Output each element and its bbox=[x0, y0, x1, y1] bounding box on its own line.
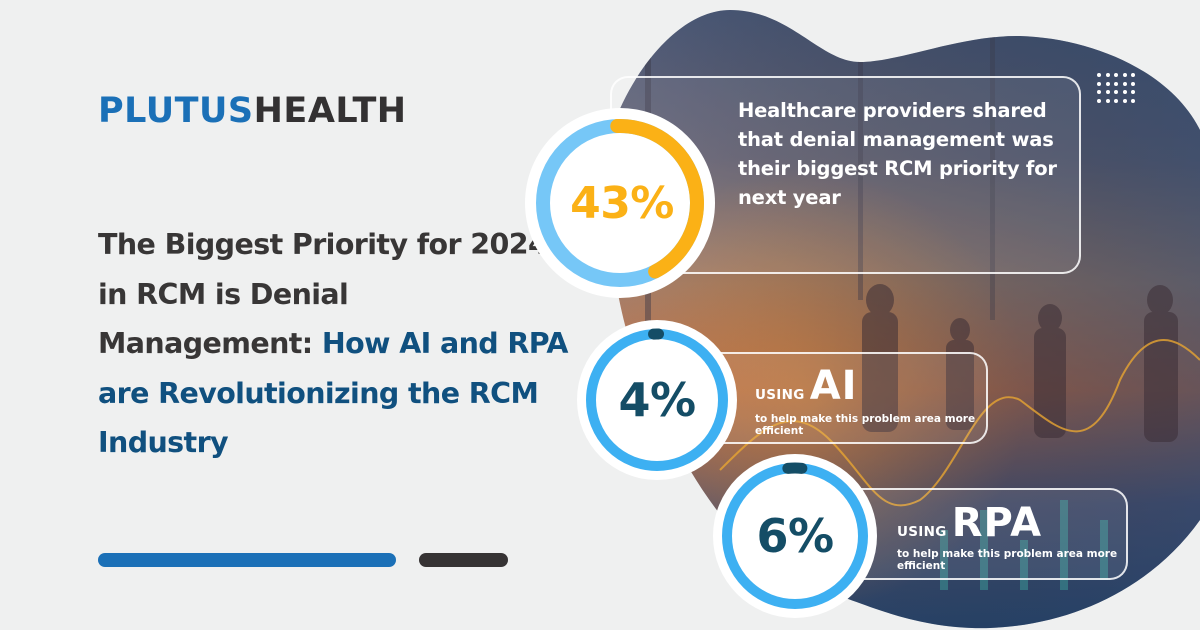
page-title: The Biggest Priority for 2024 in RCM is … bbox=[98, 220, 569, 468]
technology-label-ai: AI bbox=[809, 363, 858, 409]
donut-ring-icon bbox=[721, 462, 869, 610]
title-dark-part: The Biggest Priority for 2024 in RCM is … bbox=[98, 228, 548, 360]
decorative-bar-dark bbox=[419, 553, 508, 567]
title-blue-part: How AI and RPA are Revolutionizing the R… bbox=[98, 327, 569, 459]
using-label: USING bbox=[897, 524, 947, 540]
stat-value: 6% bbox=[756, 509, 834, 563]
logo-health: HEALTH bbox=[253, 91, 407, 131]
logo-plutus: PLUTUS bbox=[98, 91, 254, 131]
stat-value: 4% bbox=[618, 373, 696, 427]
dot-grid-icon bbox=[1097, 73, 1135, 103]
donut-chart-6: 6% bbox=[713, 454, 877, 618]
using-rpa-heading: USING RPA bbox=[897, 503, 1042, 543]
decorative-bar-blue bbox=[98, 553, 396, 567]
stat-card-ai bbox=[690, 352, 988, 444]
stat-value: 43% bbox=[570, 177, 674, 229]
donut-ring-icon bbox=[585, 328, 729, 472]
plutus-health-logo: PLUTUSHEALTH bbox=[98, 90, 407, 132]
technology-label-rpa: RPA bbox=[951, 500, 1043, 546]
donut-chart-43: 43% bbox=[525, 108, 715, 298]
stat-description-ai: to help make this problem area more effi… bbox=[755, 413, 976, 437]
using-label: USING bbox=[755, 387, 805, 403]
stat-description-denial: Healthcare providers shared that denial … bbox=[738, 99, 1057, 209]
donut-ring-icon bbox=[536, 118, 704, 287]
using-ai-heading: USING AI bbox=[755, 366, 858, 406]
donut-chart-4: 4% bbox=[577, 320, 737, 480]
stat-description-rpa: to help make this problem area more effi… bbox=[897, 548, 1118, 572]
